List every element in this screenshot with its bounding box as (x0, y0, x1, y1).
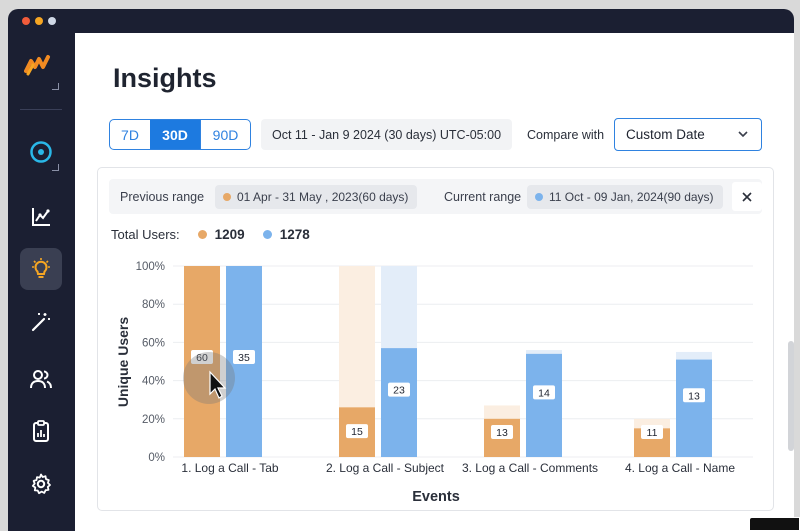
data-label: 60 (196, 352, 208, 364)
sidebar (8, 33, 75, 531)
data-label-box (233, 350, 255, 364)
current-bar (676, 359, 712, 457)
sidebar-item-reports[interactable] (20, 410, 62, 452)
magic-wand-icon (31, 313, 50, 332)
y-axis-label: Unique Users (115, 317, 131, 407)
range-90d-button[interactable]: 90D (200, 120, 250, 149)
x-tick-label: 3. Log a Call - Comments (462, 461, 598, 475)
x-tick-label: 1. Log a Call - Tab (181, 461, 278, 475)
total-users-label: Total Users: (111, 227, 180, 242)
y-tick-label: 40% (142, 376, 165, 388)
app-window: Insights 7D 30D 90D Oct 11 - Jan 9 2024 … (8, 9, 794, 531)
unique-users-chart: 0% 20% 40% 60% 80% 100% Unique Users 60 15 13 11 35… (115, 261, 753, 505)
y-tick-label: 20% (142, 414, 165, 426)
range-7d-button[interactable]: 7D (121, 126, 139, 143)
title-bar (8, 9, 794, 33)
sidebar-item-insights[interactable] (20, 248, 62, 290)
clear-comparison-button[interactable] (732, 182, 762, 211)
range-30d-button[interactable]: 30D (150, 120, 200, 149)
data-label: 23 (393, 385, 405, 397)
users-icon (30, 370, 52, 389)
cursor-highlight (183, 352, 235, 404)
compare-select-value: Custom Date (626, 127, 705, 142)
data-label: 13 (496, 427, 508, 439)
data-label-box (683, 388, 705, 403)
data-label: 15 (351, 426, 363, 438)
expand-corner-icon (52, 83, 59, 90)
sidebar-item-settings[interactable] (20, 463, 62, 505)
total-users-previous: 1209 (214, 227, 245, 242)
x-tick-label: 4. Log a Call - Name (625, 461, 735, 475)
sidebar-item-automations[interactable] (20, 301, 62, 343)
current-bar (381, 348, 417, 457)
lightbulb-icon (32, 258, 50, 278)
chevron-down-icon (738, 131, 748, 138)
expand-corner-icon (52, 164, 59, 171)
compass-icon (30, 141, 52, 163)
waves-logo-icon[interactable] (24, 53, 52, 77)
previous-range-pill[interactable]: 01 Apr - 31 May , 2023(60 days) (215, 185, 418, 209)
main-content: Insights 7D 30D 90D Oct 11 - Jan 9 2024 … (75, 33, 794, 531)
previous-range-label: Previous range (120, 190, 205, 204)
data-label: 35 (238, 352, 250, 364)
total-users: Total Users: 1209 1278 (111, 227, 310, 242)
minimize-window-button[interactable] (35, 17, 43, 25)
previous-legend-dot (197, 230, 207, 239)
data-label-box (346, 424, 368, 439)
gear-icon (31, 473, 51, 495)
data-label-box (491, 425, 513, 439)
close-icon (742, 191, 752, 202)
sidebar-item-users[interactable] (20, 358, 62, 400)
data-label-box (191, 350, 213, 364)
y-tick-label: 0% (148, 452, 165, 464)
previous-range-value: 01 Apr - 31 May , 2023(60 days) (237, 190, 409, 204)
vertical-scrollbar[interactable] (788, 341, 794, 451)
x-tick-label: 2. Log a Call - Subject (326, 461, 445, 475)
current-range-value: 11 Oct - 09 Jan, 2024(90 days) (549, 190, 714, 204)
compare-with-label: Compare with (527, 128, 605, 142)
sidebar-item-explore[interactable] (20, 131, 62, 173)
insight-panel: Previous range 01 Apr - 31 May , 2023(60… (97, 167, 774, 511)
data-label-box (641, 425, 663, 439)
total-users-current: 1278 (279, 227, 310, 242)
y-tick-label: 100% (136, 261, 165, 273)
current-range-pill[interactable]: 11 Oct - 09 Jan, 2024(90 days) (527, 185, 723, 209)
data-label: 11 (647, 427, 658, 439)
x-axis-label: Events (412, 489, 460, 505)
comparison-bar: Previous range 01 Apr - 31 May , 2023(60… (109, 179, 762, 214)
preview-thumbnail (749, 517, 800, 531)
mouse-pointer-icon (209, 370, 227, 399)
line-chart-icon (32, 208, 50, 226)
previous-color-dot (223, 193, 231, 201)
date-range-display[interactable]: Oct 11 - Jan 9 2024 (30 days) UTC-05:00 (261, 119, 512, 150)
current-color-dot (535, 193, 543, 201)
y-tick-label: 80% (142, 299, 165, 311)
current-legend-dot (262, 230, 272, 239)
y-tick-label: 60% (142, 337, 165, 349)
page-title: Insights (113, 63, 217, 93)
current-bar (526, 353, 562, 457)
maximize-window-button[interactable] (48, 17, 56, 25)
sidebar-divider (20, 109, 62, 110)
data-label: 13 (688, 390, 700, 402)
data-label-box (388, 382, 410, 397)
close-window-button[interactable] (22, 17, 30, 25)
data-label-box (533, 385, 555, 400)
current-range-label: Current range (444, 190, 522, 204)
data-label: 14 (538, 387, 550, 399)
sidebar-item-analytics[interactable] (20, 196, 62, 238)
clipboard-report-icon (33, 420, 49, 442)
compare-select[interactable]: Custom Date (614, 118, 762, 151)
range-segmented-control: 7D 30D 90D (109, 119, 251, 150)
